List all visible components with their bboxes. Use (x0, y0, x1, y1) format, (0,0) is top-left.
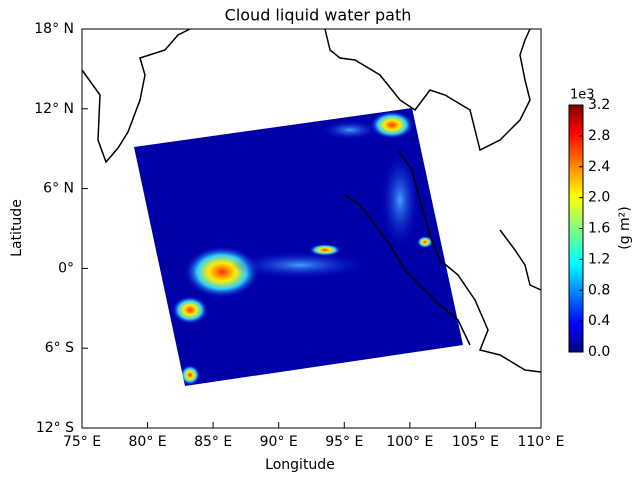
y-tick-label: 12° N (34, 101, 74, 117)
y-axis-label: Latitude (9, 199, 25, 257)
x-tick-label: 80° E (129, 434, 167, 450)
colorbar-tick-label: 1.6 (588, 221, 610, 237)
colorbar-tick-label: 3.2 (588, 97, 610, 113)
colorbar-tick-label: 0.4 (588, 313, 610, 329)
x-tick-label: 75° E (63, 434, 101, 450)
x-tick-label: 100° E (386, 434, 433, 450)
colorbar-tick-label: 2.0 (588, 190, 610, 206)
x-tick-label: 110° E (517, 434, 564, 450)
colorbar-tick-label: 0.0 (588, 344, 610, 360)
x-tick-label: 85° E (194, 434, 232, 450)
y-tick-label: 12° S (36, 420, 74, 436)
colorbar-offset: 1e3 (570, 88, 595, 103)
y-tick-label: 6° N (43, 181, 74, 197)
colorbar-label: (g m²) (617, 206, 633, 250)
x-tick-label: 95° E (325, 434, 363, 450)
x-axis-label: Longitude (265, 457, 335, 473)
swath (134, 108, 463, 386)
x-tick-label: 90° E (260, 434, 298, 450)
chart-title: Cloud liquid water path (225, 6, 412, 25)
plot-frame (81, 28, 542, 429)
colorbar-tick-label: 2.8 (588, 128, 610, 144)
colorbar-tick-label: 1.2 (588, 251, 610, 267)
y-tick-label: 18° N (34, 21, 74, 37)
colorbar-tick-label: 0.8 (588, 282, 610, 298)
coastlines (81, 28, 542, 373)
y-tick-label: 0° (58, 260, 74, 276)
colorbar-tick-label: 2.4 (588, 159, 610, 175)
y-tick-label: 6° S (45, 340, 74, 356)
x-tick-label: 105° E (452, 434, 499, 450)
